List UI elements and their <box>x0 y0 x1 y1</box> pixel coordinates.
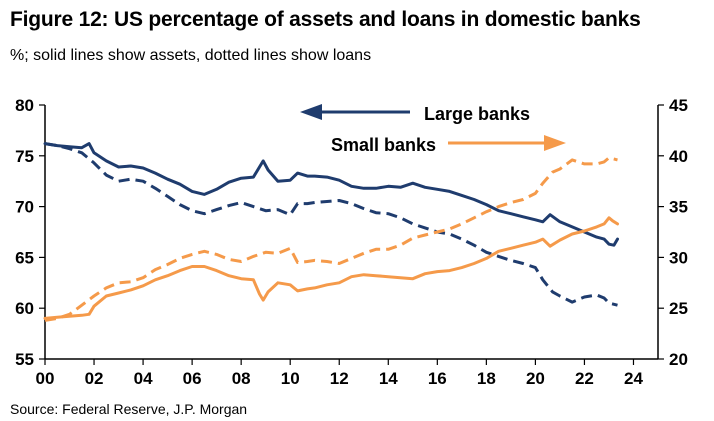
x-tick-label: 04 <box>134 369 153 388</box>
chart-title: Figure 12: US percentage of assets and l… <box>10 8 641 31</box>
x-tick-label: 02 <box>85 369 104 388</box>
small-banks-loans-line <box>44 156 618 322</box>
x-tick-label: 22 <box>575 369 594 388</box>
right-y-tick-label: 25 <box>669 299 688 318</box>
small-banks-arrow-head <box>544 135 566 151</box>
chart-source: Source: Federal Reserve, J.P. Morgan <box>10 401 248 417</box>
x-tick-label: 18 <box>477 369 496 388</box>
x-tick-label: 24 <box>624 369 643 388</box>
large-banks-arrow-head <box>300 104 322 120</box>
x-tick-label: 10 <box>281 369 300 388</box>
left-y-tick-label: 70 <box>15 198 34 217</box>
x-tick-label: 08 <box>232 369 251 388</box>
small-banks-label: Small banks <box>331 135 436 155</box>
x-tick-label: 14 <box>379 369 398 388</box>
right-y-tick-label: 30 <box>669 248 688 267</box>
right-y-tick-label: 20 <box>669 350 688 369</box>
small-banks-assets-line <box>43 216 619 320</box>
right-y-tick-label: 45 <box>669 96 688 115</box>
large-banks-assets-line <box>43 142 619 247</box>
left-y-tick-label: 55 <box>15 350 34 369</box>
left-y-tick-label: 60 <box>15 299 34 318</box>
right-y-tick-label: 40 <box>669 147 688 166</box>
chart-subtitle: %; solid lines show assets, dotted lines… <box>10 47 372 64</box>
x-tick-label: 16 <box>428 369 447 388</box>
right-y-tick-label: 35 <box>669 198 688 217</box>
x-tick-label: 12 <box>330 369 349 388</box>
left-y-tick-label: 80 <box>15 96 34 115</box>
left-y-tick-label: 65 <box>15 248 34 267</box>
x-tick-label: 00 <box>36 369 55 388</box>
large-banks-label: Large banks <box>424 104 530 124</box>
x-tick-label: 06 <box>183 369 202 388</box>
x-tick-label: 20 <box>526 369 545 388</box>
left-y-tick-label: 75 <box>15 147 34 166</box>
large-banks-loans-line <box>44 142 618 307</box>
